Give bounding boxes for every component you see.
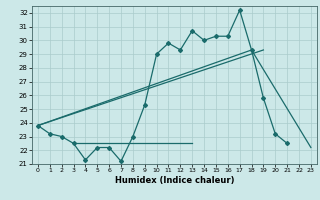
X-axis label: Humidex (Indice chaleur): Humidex (Indice chaleur)	[115, 176, 234, 185]
